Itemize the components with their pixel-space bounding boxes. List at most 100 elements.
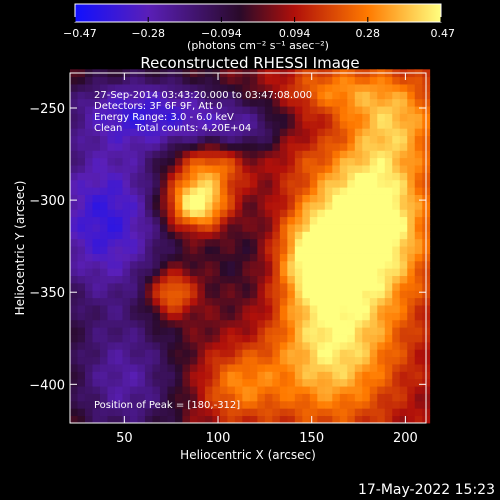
heatmap-cell xyxy=(129,290,138,299)
heatmap-cell xyxy=(70,187,78,195)
heatmap-cell xyxy=(99,98,108,107)
heatmap-cell xyxy=(279,172,288,181)
heatmap-cell xyxy=(129,341,138,350)
heatmap-cell xyxy=(70,305,78,313)
heatmap-cell xyxy=(332,260,341,269)
heatmap-cell xyxy=(399,356,408,365)
heatmap-cell xyxy=(144,179,153,188)
heatmap-cell xyxy=(309,120,318,129)
heatmap-cell xyxy=(152,98,161,107)
heatmap-cell xyxy=(242,253,251,262)
heatmap-cell xyxy=(159,312,168,321)
heatmap-cell xyxy=(152,91,161,100)
heatmap-cell xyxy=(77,408,86,417)
heatmap-cell xyxy=(414,283,423,291)
heatmap-cell xyxy=(152,268,161,277)
heatmap-cell xyxy=(362,216,371,225)
heatmap-cell xyxy=(70,172,78,181)
heatmap-cell xyxy=(339,319,348,328)
heatmap-cell xyxy=(189,135,198,144)
heatmap-cell xyxy=(212,238,221,247)
heatmap-cell xyxy=(362,128,371,137)
heatmap-cell xyxy=(70,349,78,358)
heatmap-cell xyxy=(129,201,138,210)
heatmap-cell xyxy=(317,201,326,210)
heatmap-cell xyxy=(77,98,86,107)
heatmap-cell xyxy=(242,113,251,122)
heatmap-cell xyxy=(99,246,108,254)
heatmap-cell xyxy=(354,157,363,166)
heatmap-cell xyxy=(77,216,86,225)
heatmap-cell xyxy=(197,290,206,299)
heatmap-cell xyxy=(174,341,183,350)
heatmap-cell xyxy=(362,84,371,92)
heatmap-cell xyxy=(369,386,378,394)
heatmap-cell xyxy=(384,283,393,291)
heatmap-cell xyxy=(332,319,341,328)
colorbar-unit-label: (photons cm⁻² s⁻¹ asec⁻²) xyxy=(187,39,329,52)
heatmap-cell xyxy=(399,91,408,100)
heatmap-cell xyxy=(159,224,168,232)
heatmap-cell xyxy=(167,120,176,129)
heatmap-cell xyxy=(182,172,191,181)
heatmap-cell xyxy=(137,106,146,114)
heatmap-cell xyxy=(152,143,161,151)
heatmap-cell xyxy=(242,312,251,321)
heatmap-cell xyxy=(70,113,78,122)
heatmap-cell xyxy=(324,386,333,394)
heatmap-cell xyxy=(107,319,116,328)
heatmap-cell xyxy=(122,408,131,417)
heatmap-cell xyxy=(99,364,108,372)
heatmap-cell xyxy=(324,283,333,291)
heatmap-cell xyxy=(137,84,146,92)
heatmap-cell xyxy=(317,283,326,291)
heatmap-cell xyxy=(264,386,273,394)
heatmap-cell xyxy=(234,179,243,188)
heatmap-cell xyxy=(287,327,296,335)
heatmap-cell xyxy=(107,135,116,144)
heatmap-cell xyxy=(399,260,408,269)
heatmap-cell xyxy=(152,415,161,424)
colorbar xyxy=(74,3,442,23)
heatmap-cell xyxy=(362,120,371,129)
heatmap-cell xyxy=(122,120,131,129)
heatmap-cell xyxy=(354,386,363,394)
heatmap-cell xyxy=(324,98,333,107)
heatmap-cell xyxy=(114,216,123,225)
heatmap-cell xyxy=(377,143,386,151)
heatmap-cell xyxy=(114,143,123,151)
heatmap-cell xyxy=(159,260,168,269)
heatmap-cell xyxy=(144,91,153,100)
heatmap-cell xyxy=(257,312,266,321)
heatmap-cell xyxy=(189,312,198,321)
heatmap-cell xyxy=(197,341,206,350)
heatmap-cell xyxy=(384,179,393,188)
heatmap-cell xyxy=(287,98,296,107)
heatmap-cell xyxy=(242,400,251,409)
heatmap-cell xyxy=(257,91,266,100)
heatmap-cell xyxy=(227,400,236,409)
heatmap-cell xyxy=(324,143,333,151)
heatmap-cell xyxy=(257,319,266,328)
heatmap-cell xyxy=(302,327,311,335)
heatmap-cell xyxy=(287,393,296,402)
heatmap-cell xyxy=(122,187,131,195)
heatmap-cell xyxy=(174,327,183,335)
heatmap-cell xyxy=(347,268,356,277)
heatmap-cell xyxy=(212,113,221,122)
heatmap-cell xyxy=(84,91,93,100)
heatmap-cell xyxy=(212,400,221,409)
heatmap-cell xyxy=(414,290,423,299)
heatmap-cell xyxy=(122,327,131,335)
heatmap-cell xyxy=(159,327,168,335)
heatmap-cell xyxy=(249,275,258,284)
heatmap-cell xyxy=(369,253,378,262)
heatmap-cell xyxy=(249,113,258,122)
heatmap-cell xyxy=(70,84,78,92)
heatmap-cell xyxy=(392,378,401,387)
heatmap-cell xyxy=(234,165,243,173)
heatmap-cell xyxy=(317,179,326,188)
heatmap-cell xyxy=(174,224,183,232)
heatmap-cell xyxy=(174,312,183,321)
heatmap-cell xyxy=(347,386,356,394)
